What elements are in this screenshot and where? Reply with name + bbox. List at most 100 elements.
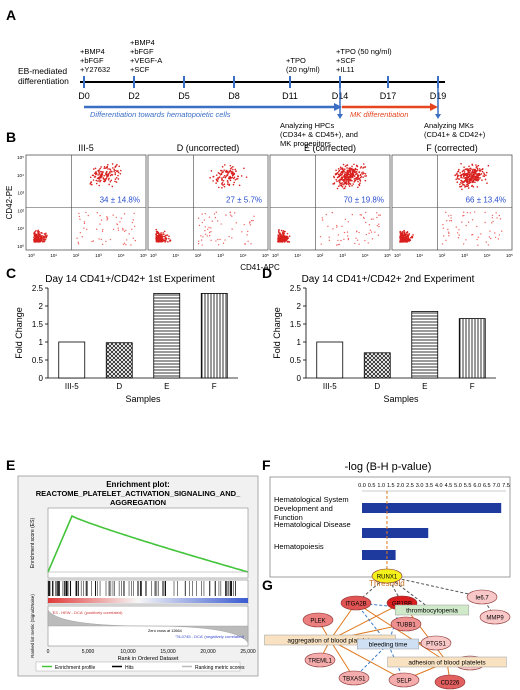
- event-dot: [358, 171, 361, 173]
- event-dot: [155, 228, 158, 231]
- event-dot: [213, 213, 216, 215]
- event-dot: [364, 166, 367, 168]
- event-dot: [227, 181, 229, 183]
- event-dot: [405, 237, 407, 240]
- event-dot: [215, 211, 217, 214]
- event-dot: [112, 228, 115, 231]
- event-dot: [105, 172, 107, 175]
- event-dot: [449, 220, 451, 222]
- event-dot: [219, 174, 222, 176]
- network-edge: [355, 602, 389, 645]
- event-dot: [76, 237, 78, 239]
- event-dot: [197, 240, 200, 242]
- event-dot: [221, 166, 224, 168]
- event-dot: [358, 178, 361, 180]
- event-dot: [338, 181, 341, 184]
- event-dot: [229, 211, 231, 214]
- event-dot: [357, 176, 360, 178]
- event-dot: [336, 176, 339, 179]
- event-dot: [282, 235, 285, 238]
- event-dot: [106, 165, 108, 168]
- event-dot: [97, 177, 100, 180]
- event-dot: [354, 168, 356, 170]
- event-dot: [342, 163, 345, 166]
- event-dot: [120, 169, 122, 172]
- event-dot: [334, 173, 337, 175]
- event-dot: [405, 233, 408, 235]
- event-dot: [100, 176, 102, 179]
- event-dot: [163, 235, 166, 238]
- event-dot: [113, 170, 115, 172]
- event-dot: [333, 182, 336, 184]
- event-dot: [319, 236, 322, 238]
- event-dot: [369, 229, 372, 231]
- event-dot: [354, 179, 356, 182]
- event-dot: [492, 220, 494, 223]
- event-dot: [490, 222, 493, 224]
- panel-label-g: G: [262, 577, 273, 593]
- network-edge: [329, 639, 405, 681]
- event-dot: [339, 166, 342, 169]
- event-dot: [208, 216, 211, 218]
- event-dot: [92, 168, 95, 170]
- event-dot: [468, 182, 471, 184]
- event-dot: [163, 239, 166, 242]
- event-dot: [114, 180, 116, 183]
- event-dot: [376, 212, 378, 214]
- network-gene-label: MMP9: [486, 615, 504, 621]
- event-dot: [97, 180, 99, 182]
- event-dot: [471, 168, 473, 171]
- x-tick-label: III-5: [65, 382, 79, 391]
- event-dot: [460, 179, 462, 182]
- event-dot: [118, 165, 120, 168]
- event-dot: [472, 179, 475, 182]
- event-dot: [93, 172, 96, 175]
- event-dot: [105, 240, 107, 243]
- network-gene-node: [466, 589, 498, 605]
- event-dot: [456, 172, 458, 175]
- network-gene-node: [304, 652, 336, 668]
- event-dot: [246, 234, 248, 236]
- event-dot: [499, 218, 502, 220]
- event-dot: [336, 226, 338, 228]
- treatment-label: +BMP4: [130, 38, 155, 47]
- flow-x-tick-label: 10²: [73, 253, 80, 258]
- event-dot: [457, 177, 459, 180]
- event-dot: [447, 228, 449, 231]
- analysis-label: Analyzing MKs: [424, 121, 474, 130]
- timeline-day-label: D17: [380, 91, 397, 101]
- event-dot: [321, 219, 324, 221]
- event-dot: [103, 178, 105, 180]
- event-dot: [250, 219, 253, 222]
- event-dot: [102, 177, 104, 179]
- flow-plot-title: F (corrected): [426, 143, 478, 153]
- flow-x-tick-label: 10³: [95, 253, 102, 258]
- event-dot: [92, 240, 94, 242]
- event-dot: [477, 176, 480, 179]
- network-function-node: [357, 638, 419, 650]
- event-dot: [227, 183, 229, 185]
- event-dot: [365, 175, 368, 177]
- flow-x-tick-label: 10⁰: [28, 253, 35, 258]
- event-dot: [223, 183, 226, 186]
- event-dot: [40, 231, 42, 234]
- event-dot: [347, 182, 350, 184]
- event-dot: [233, 173, 235, 176]
- event-dot: [337, 239, 339, 242]
- event-dot: [222, 179, 225, 182]
- event-dot: [463, 166, 465, 168]
- gsea-x-tick-label: 10,000: [120, 649, 136, 655]
- ipa-x-tick-label: 3.5: [425, 483, 433, 489]
- event-dot: [108, 183, 110, 186]
- event-dot: [102, 171, 104, 174]
- event-dot: [364, 172, 367, 175]
- threshold-label: Threshold: [369, 579, 405, 588]
- event-dot: [233, 212, 236, 214]
- event-dot: [220, 177, 223, 179]
- event-dot: [362, 171, 364, 173]
- treatment-label: +TPO (50 ng/ml): [336, 47, 392, 56]
- ipa-x-tick-label: 5.5: [464, 483, 472, 489]
- event-dot: [106, 219, 108, 221]
- event-dot: [458, 168, 460, 171]
- flow-x-tick-label: 10⁵: [140, 253, 147, 258]
